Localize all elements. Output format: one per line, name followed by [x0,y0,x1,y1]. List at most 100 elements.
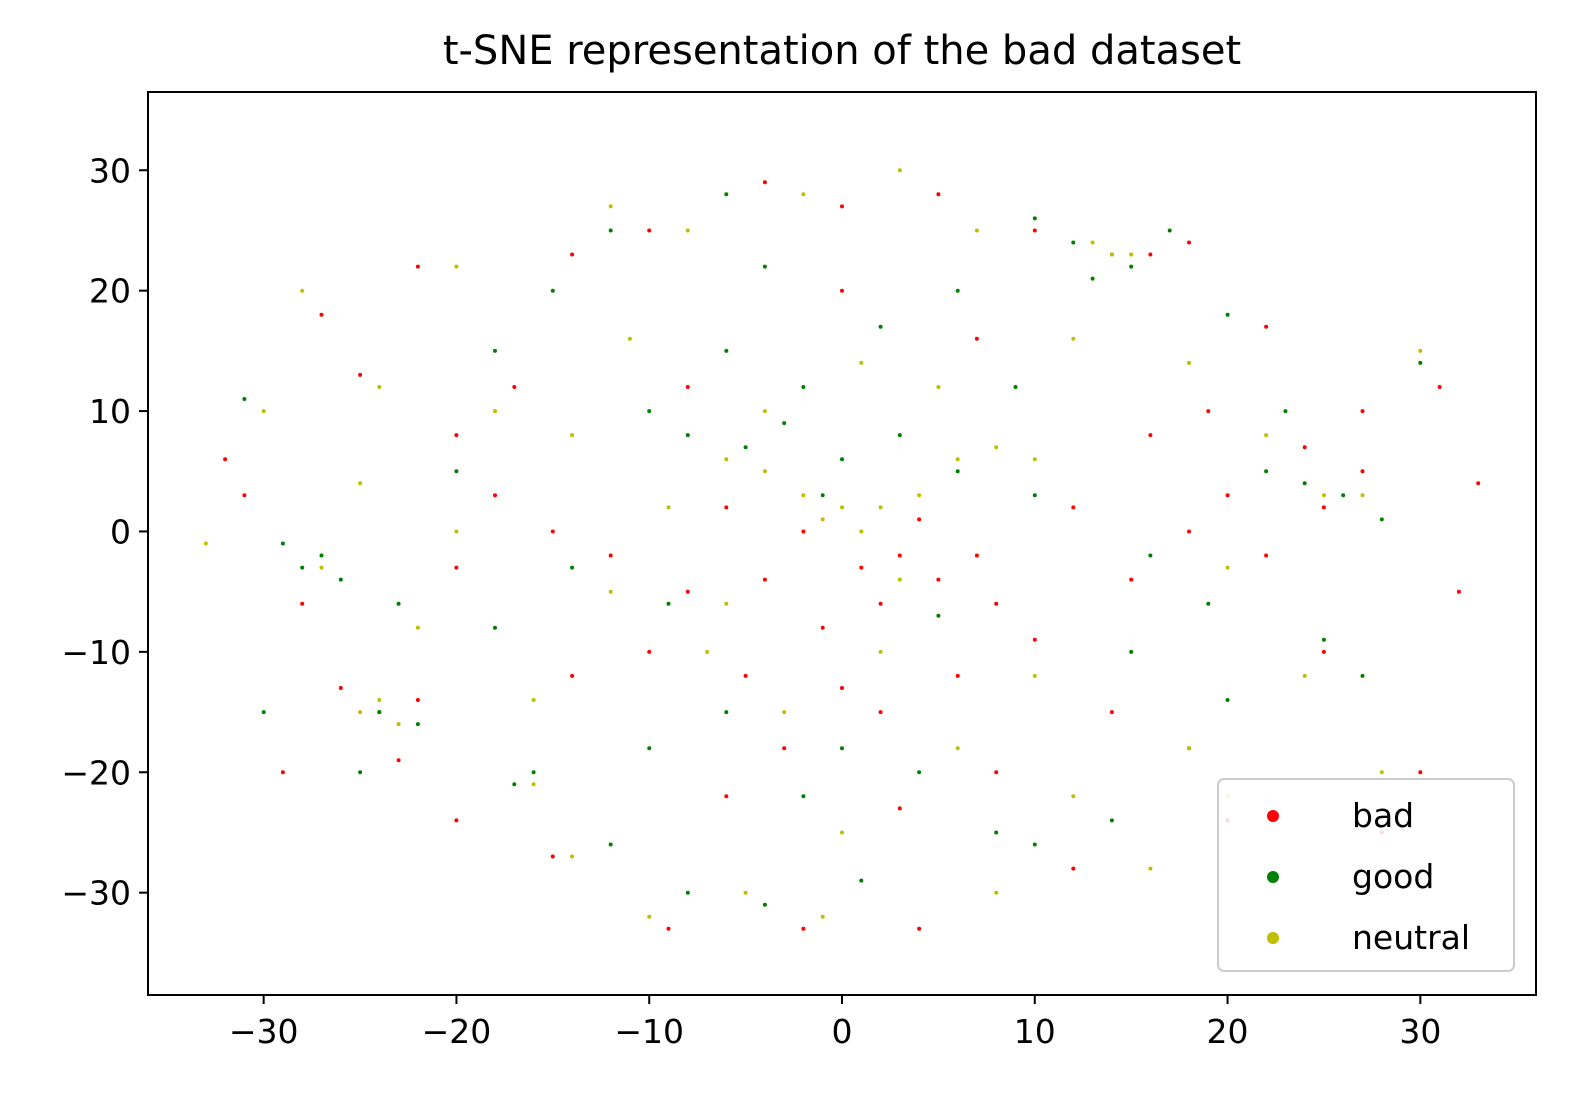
point-bad-14 [493,493,497,498]
point-good-20 [512,782,517,787]
point-good-1 [782,421,787,426]
point-good-13 [1032,216,1037,221]
point-good-10 [1129,264,1134,269]
point-neutral-0 [820,517,825,522]
point-bad-70 [512,385,517,389]
x-tick-label-4: 10 [1014,1012,1056,1051]
point-neutral-47 [1264,433,1269,438]
point-bad-28 [280,770,285,775]
point-bad-66 [647,649,652,654]
point-bad-17 [1264,553,1269,558]
point-good-36 [666,601,671,606]
point-good-61 [242,397,247,401]
point-bad-72 [300,601,305,606]
point-good-50 [608,842,613,847]
point-bad-26 [415,698,420,702]
point-good-32 [550,288,555,293]
point-neutral-9 [1032,457,1037,462]
point-bad-5 [840,686,844,690]
point-good-62 [261,710,266,715]
point-neutral-32 [782,710,787,715]
point-bad-62 [724,505,729,510]
point-neutral-46 [1225,565,1230,570]
y-tick-label-0: −30 [61,874,131,913]
point-bad-13 [550,529,555,534]
point-good-6 [897,433,902,438]
point-good-54 [1148,553,1153,558]
point-bad-0 [859,565,864,570]
x-tick-label-5: 20 [1207,1012,1249,1051]
point-good-27 [608,228,613,233]
point-neutral-25 [897,168,902,173]
point-bad-27 [338,686,343,690]
point-bad-15 [454,565,459,570]
legend-label-bad: bad [1352,796,1414,835]
point-good-19 [415,722,420,727]
point-neutral-64 [724,601,729,606]
point-bad-47 [1418,770,1423,775]
point-neutral-65 [627,336,632,341]
point-neutral-13 [1090,240,1095,245]
point-good-58 [724,348,729,353]
point-neutral-40 [570,854,575,859]
point-bad-22 [1129,577,1134,582]
point-neutral-51 [1032,673,1037,678]
point-good-64 [1129,649,1134,654]
point-bad-60 [955,673,960,678]
point-good-45 [1360,673,1365,678]
point-bad-40 [1148,252,1153,257]
point-bad-18 [1321,505,1326,510]
point-good-55 [1206,601,1211,606]
point-good-23 [1302,481,1307,486]
legend-marker-neutral [1267,932,1279,944]
point-neutral-3 [801,493,806,498]
point-good-56 [936,613,941,618]
y-axis: −30 −20 −10 0 10 20 30 [61,151,148,913]
point-bad-57 [897,806,902,811]
point-good-46 [685,890,690,895]
point-bad-46 [1456,589,1461,594]
point-good-49 [994,830,999,835]
point-neutral-22 [608,204,613,209]
point-neutral-36 [1148,866,1153,871]
point-bad-76 [1321,649,1326,654]
point-bad-2 [820,625,825,630]
point-neutral-56 [936,385,941,389]
point-good-11 [1167,228,1172,233]
point-bad-68 [1148,433,1153,438]
point-neutral-29 [454,529,459,534]
point-bad-1 [878,601,883,606]
point-neutral-31 [705,649,710,654]
point-neutral-34 [955,746,960,751]
point-good-43 [1225,698,1230,702]
point-good-3 [685,433,690,438]
point-bad-53 [666,926,671,931]
point-neutral-38 [820,914,825,919]
point-bad-52 [801,926,806,931]
point-neutral-11 [1109,252,1114,257]
point-neutral-57 [531,698,536,702]
point-bad-67 [570,673,575,678]
point-bad-33 [415,264,420,269]
point-bad-54 [550,854,555,859]
point-good-57 [820,493,825,498]
point-neutral-66 [358,481,363,486]
point-neutral-4 [878,505,883,510]
x-axis: −30 −20 −10 0 10 20 30 [229,995,1441,1051]
point-neutral-7 [724,457,729,462]
point-neutral-55 [859,360,864,365]
point-good-47 [762,902,767,907]
point-bad-58 [994,770,999,775]
point-good-24 [1264,469,1269,474]
point-neutral-19 [1321,493,1326,498]
point-good-17 [280,541,285,546]
scatter-points [203,168,1481,931]
point-bad-74 [840,288,844,293]
point-good-48 [859,878,864,883]
point-good-51 [493,625,497,630]
point-good-4 [647,409,652,414]
x-tick-label-3: 0 [832,1012,853,1051]
point-good-67 [647,746,652,751]
point-bad-23 [1071,505,1076,510]
point-neutral-28 [493,409,497,414]
